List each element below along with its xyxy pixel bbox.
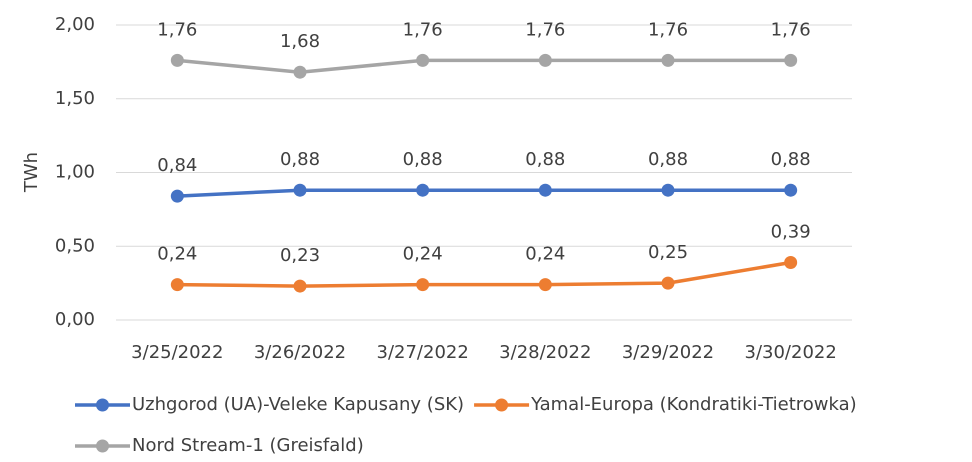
data-point <box>661 183 675 197</box>
data-label: 0,24 <box>403 244 443 265</box>
legend-label: Nord Stream-1 (Greisfald) <box>132 435 364 456</box>
y-tick-label: 1,50 <box>55 88 95 109</box>
data-point <box>170 189 184 203</box>
legend-label: Uzhgorod (UA)-Veleke Kapusany (SK) <box>132 394 464 415</box>
data-point <box>170 278 184 292</box>
legend-marker <box>495 398 509 412</box>
data-point <box>784 255 798 269</box>
data-point <box>416 183 430 197</box>
data-point <box>293 183 307 197</box>
data-label: 0,39 <box>771 221 811 242</box>
series-line <box>177 188 791 198</box>
data-point <box>538 278 552 292</box>
data-label: 0,25 <box>648 242 688 263</box>
data-point <box>538 183 552 197</box>
data-point <box>661 276 675 290</box>
data-label: 0,88 <box>648 149 688 170</box>
x-tick-label: 3/26/2022 <box>254 342 346 363</box>
data-label: 1,76 <box>157 19 197 40</box>
legend-marker <box>96 398 109 412</box>
y-tick-label: 2,00 <box>55 14 95 35</box>
data-label: 0,24 <box>525 244 565 265</box>
y-tick-label: 0,00 <box>55 309 95 330</box>
data-point <box>293 65 307 79</box>
series-line <box>177 260 791 288</box>
legend-marker <box>96 439 109 453</box>
data-label: 1,68 <box>280 31 320 52</box>
x-tick-label: 3/29/2022 <box>622 342 714 363</box>
data-label: 0,88 <box>525 149 565 170</box>
data-point <box>538 53 552 67</box>
x-tick-label: 3/27/2022 <box>377 342 469 363</box>
data-label: 1,76 <box>771 19 811 40</box>
y-tick-label: 0,50 <box>55 235 95 256</box>
data-label: 1,76 <box>525 19 565 40</box>
data-label: 1,76 <box>403 19 443 40</box>
x-tick-label: 3/30/2022 <box>745 342 837 363</box>
data-point <box>784 183 798 197</box>
data-label: 0,88 <box>771 149 811 170</box>
legend-label: Yamal-Europa (Kondratiki-Tietrowka) <box>530 394 857 415</box>
x-tick-label: 3/25/2022 <box>131 342 223 363</box>
data-point <box>293 279 307 293</box>
data-label: 0,84 <box>157 155 197 176</box>
data-label: 0,24 <box>157 244 197 265</box>
data-label: 0,23 <box>280 245 320 266</box>
x-tick-label: 3/28/2022 <box>499 342 591 363</box>
data-point <box>784 53 798 67</box>
data-point <box>170 53 184 67</box>
y-axis-label: TWh <box>21 152 42 193</box>
data-label: 1,76 <box>648 19 688 40</box>
y-tick-label: 1,00 <box>55 162 95 183</box>
data-point <box>416 278 430 292</box>
series-line <box>177 58 791 74</box>
data-point <box>661 53 675 67</box>
data-point <box>416 53 430 67</box>
data-label: 0,88 <box>280 149 320 170</box>
data-label: 0,88 <box>403 149 443 170</box>
